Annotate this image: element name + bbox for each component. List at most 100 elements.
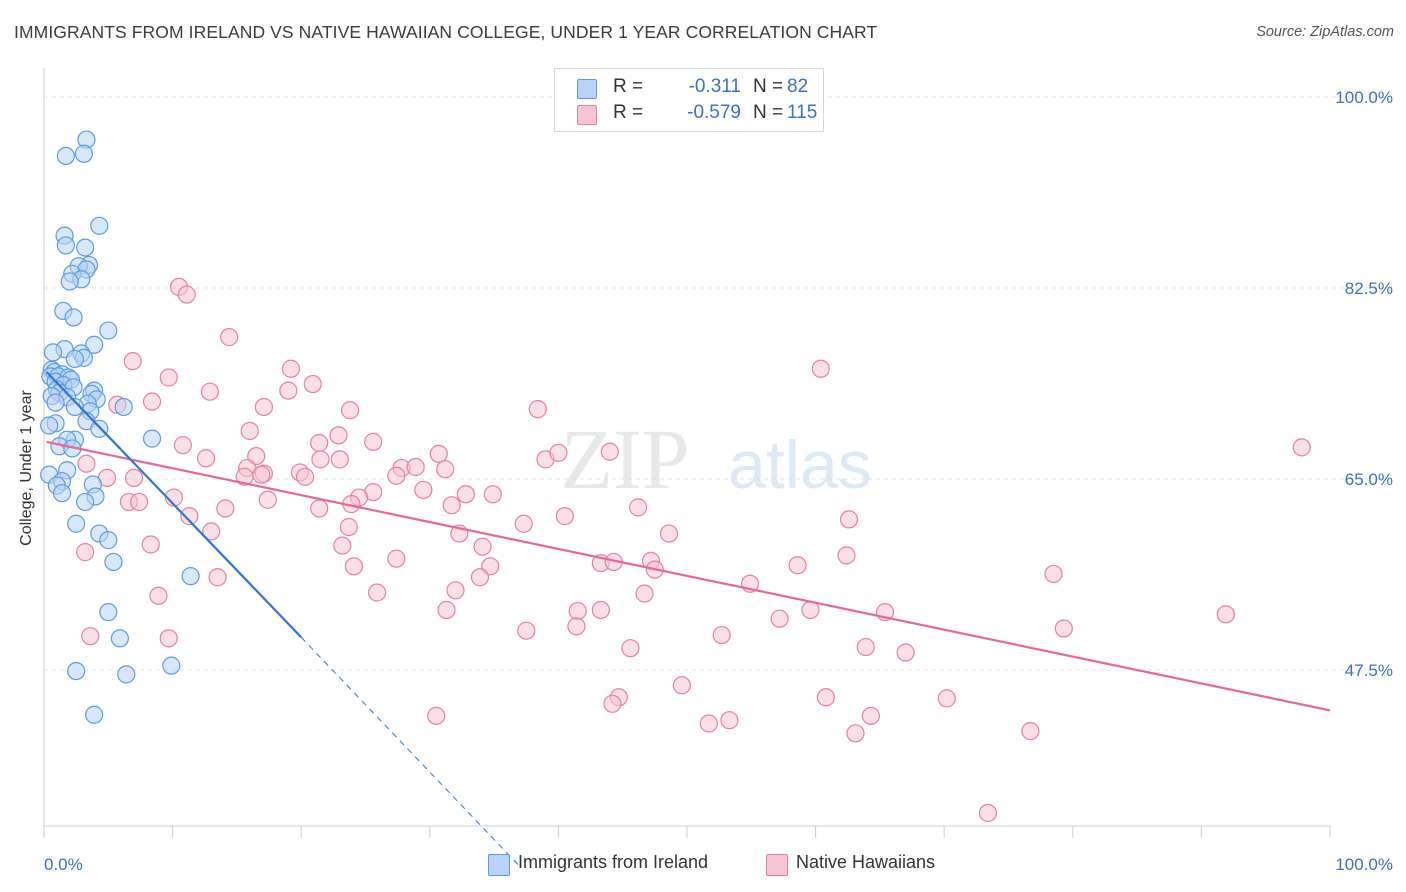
data-point — [387, 549, 406, 568]
data-point — [720, 711, 739, 730]
chart-title: IMMIGRANTS FROM IRELAND VS NATIVE HAWAII… — [14, 22, 878, 42]
data-point — [56, 146, 75, 166]
data-point — [770, 609, 789, 628]
y-axis-label-box: College, Under 1 year — [18, 390, 38, 546]
legend-label-hawaiians: Native Hawaiians — [796, 852, 936, 872]
legend-r-value: -0.311 — [688, 76, 741, 97]
legend-n-value: 82 — [787, 76, 809, 97]
data-point — [85, 705, 104, 724]
legend-n-label: N = — [753, 102, 784, 123]
y-axis-label: College, Under 1 year — [18, 390, 35, 546]
data-point — [90, 216, 109, 235]
data-point — [635, 584, 654, 603]
data-point — [621, 639, 640, 658]
data-point — [514, 514, 533, 533]
data-point — [699, 714, 718, 733]
data-point — [162, 656, 181, 675]
data-point — [46, 393, 65, 412]
data-point — [99, 531, 118, 550]
data-point — [456, 485, 475, 504]
data-point — [77, 454, 96, 473]
gridlines — [44, 96, 1395, 671]
data-point — [99, 603, 118, 622]
data-point — [387, 466, 406, 485]
data-point — [712, 625, 731, 645]
legend-swatch-pink — [577, 105, 597, 125]
data-point — [90, 419, 109, 438]
legend-n-label: N = — [753, 76, 784, 97]
data-point — [1292, 438, 1311, 457]
data-point — [528, 400, 547, 419]
data-point — [254, 397, 274, 417]
data-point — [258, 490, 277, 509]
trend-line-native-hawaiians — [46, 440, 1331, 712]
y-tick-label: 47.5% — [1345, 661, 1393, 680]
data-point — [629, 498, 648, 517]
data-point — [436, 460, 455, 479]
data-point — [603, 694, 622, 713]
legend-r-label: R = — [613, 102, 644, 123]
data-point — [76, 543, 95, 562]
data-point — [56, 236, 75, 255]
data-point — [65, 349, 84, 369]
data-point — [340, 401, 360, 420]
data-point — [427, 706, 446, 725]
data-point — [67, 661, 86, 681]
data-point — [52, 484, 72, 503]
data-point — [64, 308, 83, 327]
data-point — [367, 583, 387, 602]
data-point — [159, 629, 178, 648]
data-point — [281, 359, 301, 378]
data-point — [177, 285, 196, 304]
data-point — [549, 443, 568, 462]
data-point — [364, 432, 383, 451]
data-point — [1216, 605, 1235, 624]
data-point — [252, 465, 271, 484]
data-point — [330, 450, 349, 469]
data-point — [839, 510, 859, 529]
data-point — [517, 621, 536, 640]
data-point — [81, 627, 100, 646]
data-point — [310, 433, 329, 453]
data-point — [99, 321, 118, 340]
data-point — [406, 457, 425, 477]
data-point — [295, 467, 315, 486]
data-point — [114, 397, 133, 417]
data-point — [473, 537, 492, 556]
trend-line-extension — [300, 636, 521, 867]
data-point — [200, 382, 219, 401]
data-point — [1054, 619, 1073, 638]
data-point — [861, 706, 880, 725]
watermark-zip: ZIP — [561, 411, 690, 507]
legend-label-ireland: Immigrants from Ireland — [518, 852, 709, 872]
data-point — [40, 416, 59, 435]
data-point — [173, 436, 192, 455]
data-point — [216, 499, 235, 518]
data-point — [856, 637, 875, 657]
data-point — [483, 485, 502, 504]
data-point — [196, 449, 216, 468]
data-point — [837, 546, 856, 565]
data-point — [60, 272, 79, 291]
data-point — [788, 556, 807, 575]
data-point — [442, 496, 461, 515]
data-point — [240, 421, 259, 441]
data-point — [344, 557, 364, 576]
legend-swatch-blue — [577, 79, 597, 99]
data-point — [470, 568, 490, 587]
legend-n-value: 115 — [787, 102, 818, 123]
data-point — [76, 492, 95, 512]
data-point — [329, 426, 348, 445]
data-point — [446, 581, 465, 600]
data-point — [414, 480, 433, 500]
data-point — [659, 524, 679, 543]
legend-r-value: -0.579 — [687, 102, 741, 123]
y-tick-label: 82.5% — [1345, 279, 1393, 298]
data-point — [202, 522, 221, 541]
x-tick-label-min: 0.0% — [44, 855, 83, 874]
tick-labels: 47.5% 65.0% 82.5% 100.0% 0.0% 100.0% — [44, 88, 1393, 874]
trend-line-immigrants-from-ireland — [45, 371, 302, 639]
axes — [43, 68, 1331, 838]
y-tick-label: 65.0% — [1345, 470, 1393, 489]
